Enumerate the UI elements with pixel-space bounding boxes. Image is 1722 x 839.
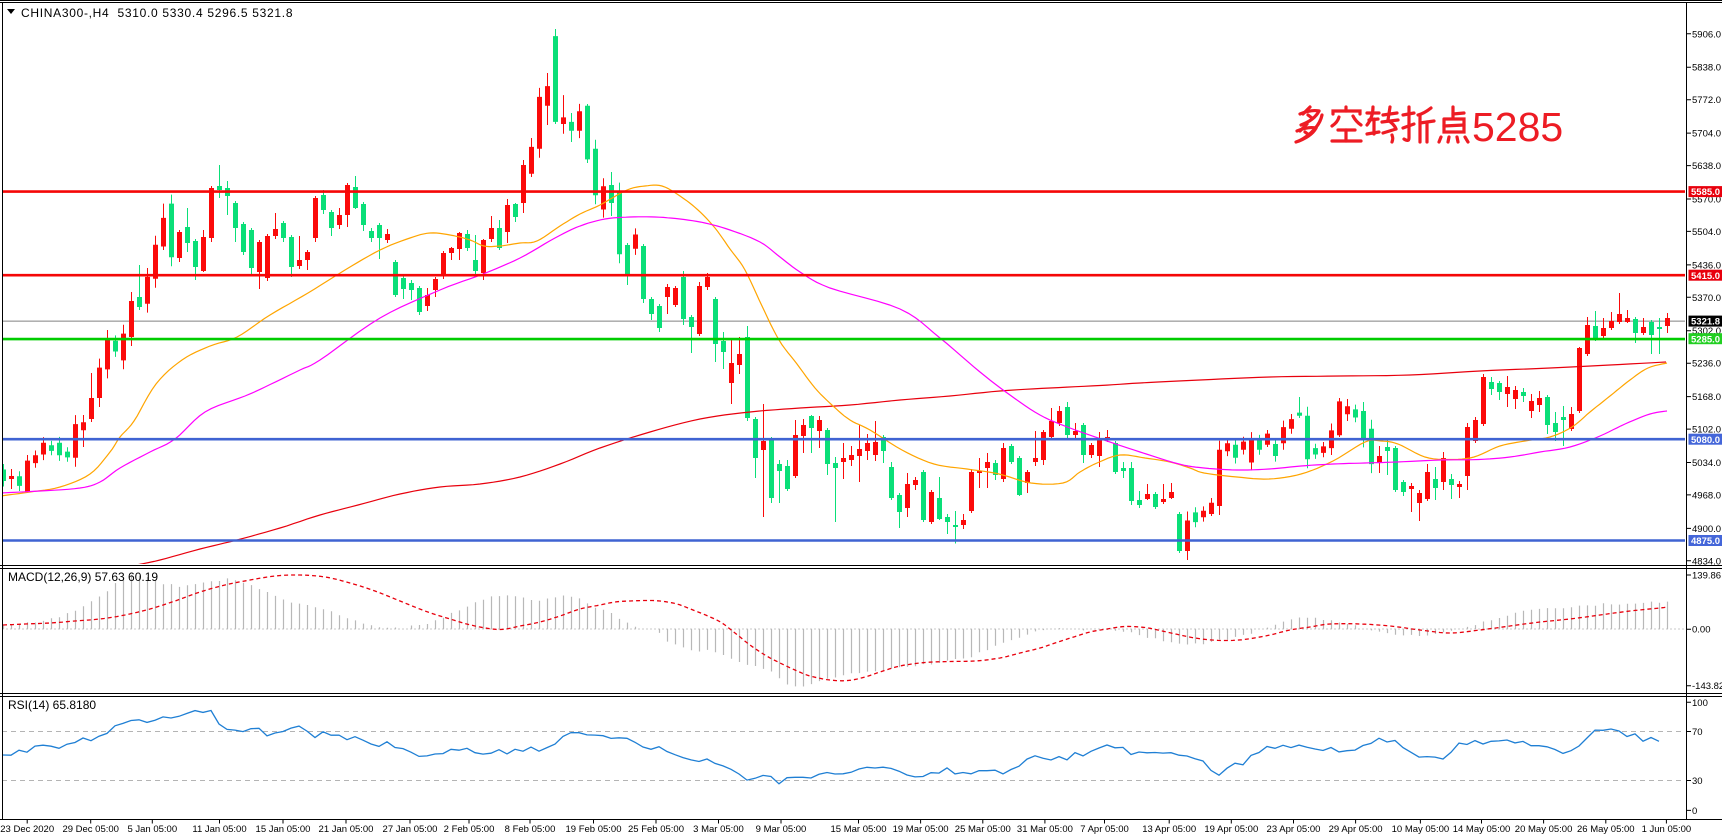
svg-text:5570.0: 5570.0 (1692, 195, 1721, 206)
svg-text:31 Mar 05:00: 31 Mar 05:00 (1017, 824, 1073, 835)
svg-text:5285: 5285 (1472, 104, 1563, 150)
svg-text:14 May 05:00: 14 May 05:00 (1453, 824, 1511, 835)
svg-text:5638.0: 5638.0 (1692, 161, 1721, 172)
svg-text:15 Mar 05:00: 15 Mar 05:00 (831, 824, 887, 835)
svg-text:70: 70 (1692, 727, 1703, 738)
svg-text:5285.0: 5285.0 (1691, 334, 1720, 345)
svg-text:5370.0: 5370.0 (1692, 293, 1721, 304)
svg-text:RSI(14) 65.8180: RSI(14) 65.8180 (8, 698, 96, 712)
svg-text:19 Apr 05:00: 19 Apr 05:00 (1204, 824, 1258, 835)
svg-text:2 Feb 05:00: 2 Feb 05:00 (444, 824, 495, 835)
svg-text:-143.82: -143.82 (1692, 681, 1722, 692)
svg-text:5102.0: 5102.0 (1692, 425, 1721, 436)
svg-text:23 Dec 2020: 23 Dec 2020 (0, 824, 54, 835)
svg-text:15 Jan 05:00: 15 Jan 05:00 (256, 824, 311, 835)
svg-text:5080.0: 5080.0 (1691, 435, 1720, 446)
svg-text:5 Jan 05:00: 5 Jan 05:00 (127, 824, 177, 835)
svg-text:30: 30 (1692, 776, 1703, 787)
svg-text:11 Jan 05:00: 11 Jan 05:00 (192, 824, 246, 835)
svg-text:5236.0: 5236.0 (1692, 359, 1721, 370)
svg-text:5906.0: 5906.0 (1692, 29, 1721, 40)
svg-text:5772.0: 5772.0 (1692, 95, 1721, 106)
svg-text:9 Mar 05:00: 9 Mar 05:00 (756, 824, 807, 835)
svg-text:5034.0: 5034.0 (1692, 458, 1721, 469)
svg-text:25 Mar 05:00: 25 Mar 05:00 (955, 824, 1011, 835)
svg-text:1 Jun 05:00: 1 Jun 05:00 (1642, 824, 1692, 835)
svg-text:100: 100 (1692, 698, 1708, 709)
svg-text:26 May 05:00: 26 May 05:00 (1577, 824, 1635, 835)
svg-text:MACD(12,26,9) 57.63 60.19: MACD(12,26,9) 57.63 60.19 (8, 570, 158, 584)
svg-text:5415.0: 5415.0 (1691, 271, 1720, 282)
svg-text:5585.0: 5585.0 (1691, 187, 1720, 198)
svg-text:5168.0: 5168.0 (1692, 392, 1721, 403)
svg-text:5321.8: 5321.8 (1691, 317, 1720, 328)
svg-text:23 Apr 05:00: 23 Apr 05:00 (1267, 824, 1321, 835)
svg-text:19 Feb 05:00: 19 Feb 05:00 (566, 824, 622, 835)
svg-text:7 Apr 05:00: 7 Apr 05:00 (1080, 824, 1129, 835)
svg-text:29 Dec 05:00: 29 Dec 05:00 (62, 824, 119, 835)
svg-text:139.86: 139.86 (1692, 571, 1721, 582)
svg-text:0: 0 (1692, 806, 1697, 817)
svg-text:19 Mar 05:00: 19 Mar 05:00 (893, 824, 949, 835)
svg-text:21 Jan 05:00: 21 Jan 05:00 (319, 824, 374, 835)
svg-text:8 Feb 05:00: 8 Feb 05:00 (505, 824, 556, 835)
svg-text:4900.0: 4900.0 (1692, 524, 1721, 535)
svg-text:CHINA300-,H4 5310.0 5330.4 52: CHINA300-,H4 5310.0 5330.4 5296.5 5321.8 (21, 6, 293, 20)
svg-text:29 Apr 05:00: 29 Apr 05:00 (1329, 824, 1383, 835)
svg-text:4968.0: 4968.0 (1692, 490, 1721, 501)
svg-text:4875.0: 4875.0 (1691, 536, 1720, 547)
svg-text:5704.0: 5704.0 (1692, 129, 1721, 140)
svg-text:10 May 05:00: 10 May 05:00 (1392, 824, 1450, 835)
svg-text:5838.0: 5838.0 (1692, 63, 1721, 74)
svg-text:5436.0: 5436.0 (1692, 260, 1721, 271)
svg-text:5302.0: 5302.0 (1692, 326, 1721, 337)
svg-text:5504.0: 5504.0 (1692, 227, 1721, 238)
svg-text:3 Mar 05:00: 3 Mar 05:00 (693, 824, 744, 835)
svg-text:27 Jan 05:00: 27 Jan 05:00 (383, 824, 438, 835)
svg-text:0.00: 0.00 (1692, 625, 1711, 636)
svg-text:13 Apr 05:00: 13 Apr 05:00 (1142, 824, 1196, 835)
svg-text:25 Feb 05:00: 25 Feb 05:00 (628, 824, 684, 835)
svg-text:4834.0: 4834.0 (1692, 556, 1721, 567)
svg-text:20 May 05:00: 20 May 05:00 (1515, 824, 1573, 835)
